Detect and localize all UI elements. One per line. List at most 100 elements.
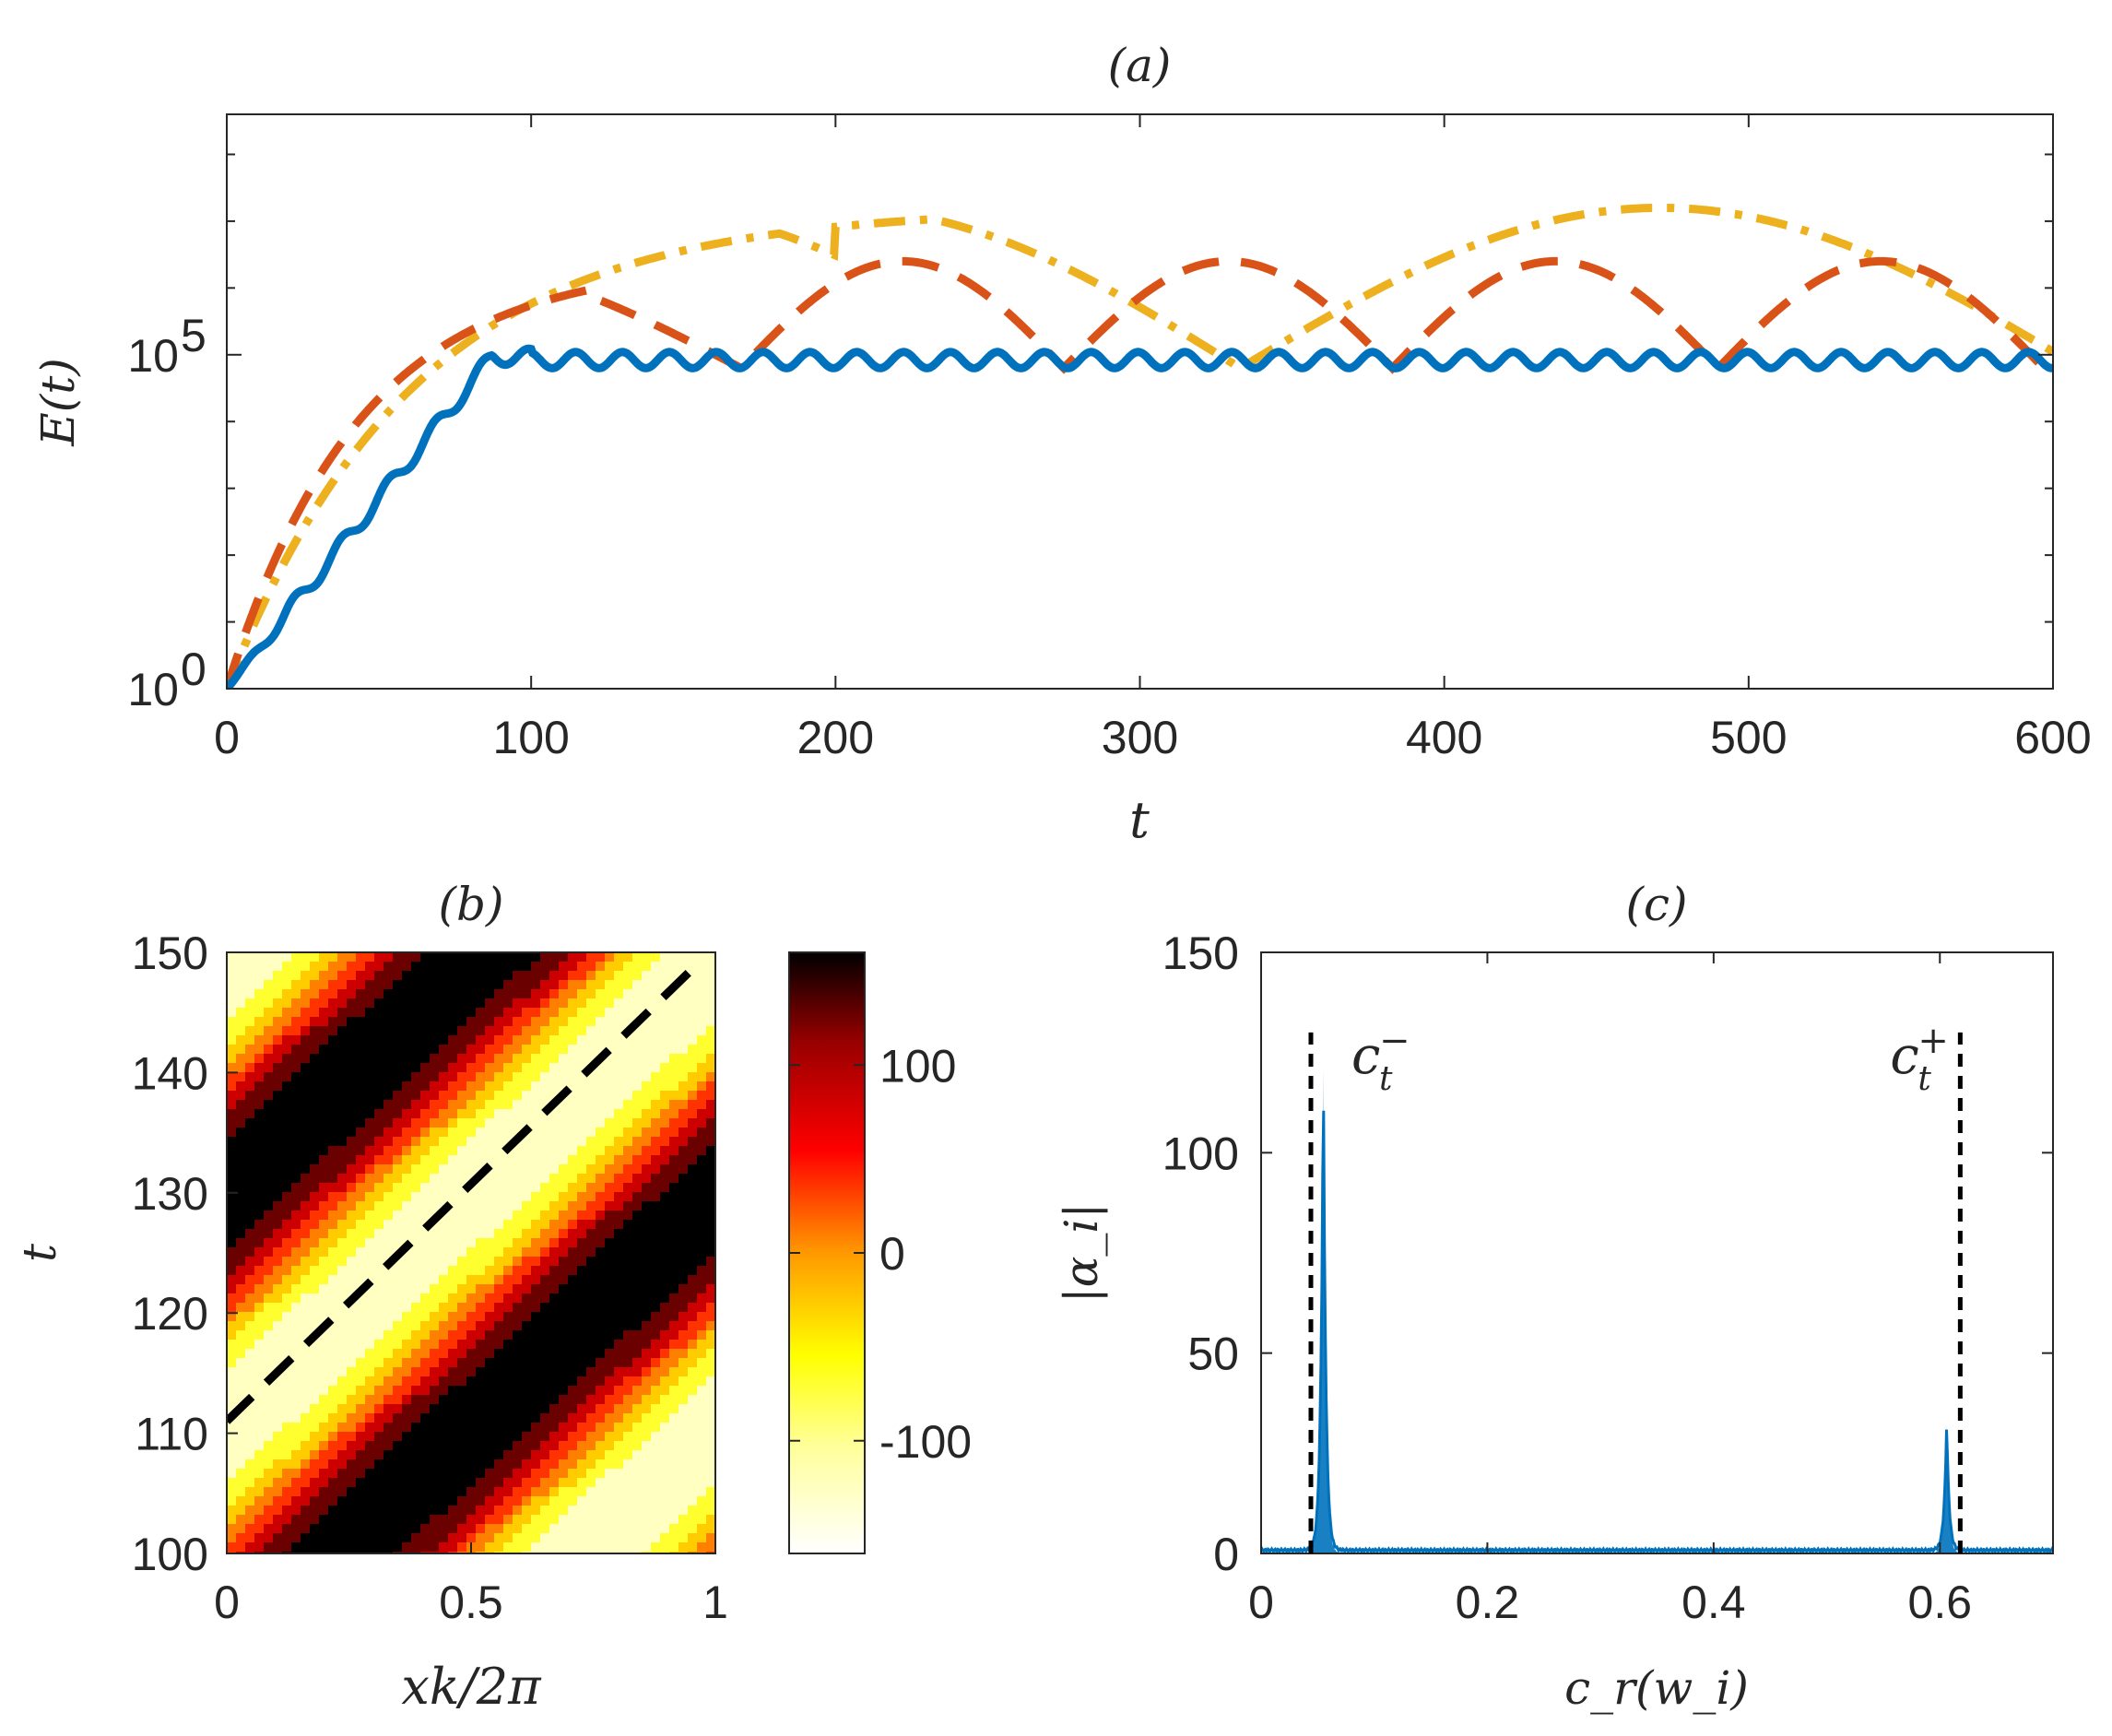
heatmap-cell xyxy=(513,1441,523,1451)
heatmap-cell xyxy=(669,1506,679,1516)
heatmap-cell xyxy=(540,1395,550,1405)
heatmap-cell xyxy=(245,980,255,990)
heatmap-cell xyxy=(402,1063,412,1073)
heatmap-cell xyxy=(457,1496,467,1506)
heatmap-cell xyxy=(678,1229,689,1239)
heatmap-cell xyxy=(236,1506,246,1516)
heatmap-cell xyxy=(319,989,329,999)
heatmap-cell xyxy=(549,1404,560,1414)
heatmap-cell xyxy=(282,1395,292,1405)
heatmap-cell xyxy=(291,1432,301,1442)
heatmap-cell xyxy=(430,1340,440,1350)
heatmap-cell xyxy=(632,1220,643,1230)
heatmap-cell xyxy=(393,1469,403,1479)
heatmap-cell xyxy=(688,952,698,962)
heatmap-cell xyxy=(374,1008,384,1018)
heatmap-cell xyxy=(282,1128,292,1138)
heatmap-cell xyxy=(706,1533,715,1543)
heatmap-cell xyxy=(245,1247,255,1258)
heatmap-cell xyxy=(402,1441,412,1451)
heatmap-cell xyxy=(264,1395,274,1405)
heatmap-cell xyxy=(549,1321,560,1331)
heatmap-cell xyxy=(540,1349,550,1359)
heatmap-cell xyxy=(457,1054,467,1064)
heatmap-cell xyxy=(282,1340,292,1350)
heatmap-cell xyxy=(568,1026,578,1036)
heatmap-cell xyxy=(328,1404,338,1414)
heatmap-cell xyxy=(697,1266,707,1276)
heatmap-cell xyxy=(513,1423,523,1433)
heatmap-cell xyxy=(402,1487,412,1497)
heatmap-cell xyxy=(503,1275,513,1285)
heatmap-cell xyxy=(365,1496,375,1506)
heatmap-cell xyxy=(632,1257,643,1267)
heatmap-cell xyxy=(586,1100,596,1110)
heatmap-cell xyxy=(522,1340,532,1350)
heatmap-cell xyxy=(531,1293,541,1304)
heatmap-cell xyxy=(669,1266,679,1276)
heatmap-cell xyxy=(651,1349,661,1359)
heatmap-cell xyxy=(540,1192,550,1202)
heatmap-cell xyxy=(697,1478,707,1488)
heatmap-cell xyxy=(411,1008,421,1018)
heatmap-cell xyxy=(393,1109,403,1119)
heatmap-cell xyxy=(319,1220,329,1230)
heatmap-cell xyxy=(476,1542,486,1553)
heatmap-cell xyxy=(522,998,532,1009)
heatmap-cell xyxy=(503,989,513,999)
heatmap-cell xyxy=(688,1109,698,1119)
heatmap-cell xyxy=(476,1109,486,1119)
heatmap-cell xyxy=(522,1478,532,1488)
heatmap-cell xyxy=(420,1257,431,1267)
heatmap-cell xyxy=(540,1045,550,1055)
heatmap-cell xyxy=(411,1450,421,1460)
heatmap-cell xyxy=(374,1349,384,1359)
heatmap-cell xyxy=(522,1459,532,1470)
heatmap-cell xyxy=(476,1238,486,1248)
heatmap-cell xyxy=(264,1118,274,1128)
heatmap-cell xyxy=(476,1358,486,1368)
heatmap-cell xyxy=(669,952,679,962)
heatmap-cell xyxy=(614,1008,624,1018)
heatmap-cell xyxy=(402,1330,412,1340)
heatmap-cell xyxy=(605,1247,615,1258)
heatmap-cell xyxy=(310,1459,320,1470)
heatmap-cell xyxy=(273,1469,283,1479)
heatmap-cell xyxy=(301,1423,311,1433)
heatmap-cell xyxy=(365,1441,375,1451)
heatmap-cell xyxy=(236,1367,246,1377)
heatmap-cell xyxy=(393,971,403,981)
heatmap-cell xyxy=(485,1478,495,1488)
heatmap-cell xyxy=(568,1201,578,1211)
heatmap-cell xyxy=(411,1506,421,1516)
heatmap-cell xyxy=(310,1303,320,1313)
heatmap-cell xyxy=(319,1404,329,1414)
heatmap-cell xyxy=(632,1072,643,1082)
heatmap-cell xyxy=(632,1349,643,1359)
heatmap-cell xyxy=(457,1432,467,1442)
heatmap-cell xyxy=(596,1045,606,1055)
heatmap-cell xyxy=(522,1404,532,1414)
heatmap-cell xyxy=(522,1450,532,1460)
heatmap-cell xyxy=(291,1045,301,1055)
heatmap-cell xyxy=(623,1164,633,1175)
heatmap-cell xyxy=(605,1146,615,1156)
heatmap-cell xyxy=(605,971,615,981)
heatmap-cell xyxy=(697,1487,707,1497)
heatmap-cell xyxy=(254,1312,265,1322)
heatmap-cell xyxy=(402,1293,412,1304)
heatmap-cell xyxy=(291,1293,301,1304)
heatmap-cell xyxy=(577,1100,587,1110)
heatmap-cell xyxy=(678,1312,689,1322)
heatmap-cell xyxy=(448,1376,458,1387)
heatmap-cell xyxy=(319,1155,329,1165)
heatmap-cell xyxy=(568,1386,578,1396)
heatmap-cell xyxy=(245,1026,255,1036)
heatmap-cell xyxy=(669,1413,679,1423)
heatmap-cell xyxy=(706,1441,715,1451)
heatmap-cell xyxy=(282,1386,292,1396)
heatmap-cell xyxy=(596,1496,606,1506)
heatmap-cell xyxy=(254,1542,265,1553)
heatmap-cell xyxy=(448,1496,458,1506)
heatmap-cell xyxy=(577,962,587,972)
